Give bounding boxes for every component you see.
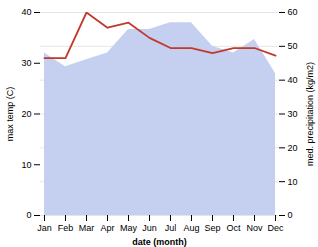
svg-text:Jan: Jan [37,223,52,233]
svg-text:med. precipitation (kg/m2): med. precipitation (kg/m2) [305,62,315,166]
svg-text:10: 10 [21,160,31,170]
svg-text:Dec: Dec [267,223,284,233]
svg-text:May: May [120,223,138,233]
svg-text:Mar: Mar [79,223,95,233]
svg-text:50: 50 [288,41,298,51]
svg-text:20: 20 [288,143,298,153]
svg-text:Jul: Jul [165,223,177,233]
svg-text:Jun: Jun [142,223,157,233]
svg-text:Apr: Apr [100,223,114,233]
svg-text:10: 10 [288,177,298,187]
svg-text:0: 0 [288,210,293,220]
svg-text:Sep: Sep [204,223,220,233]
svg-text:Nov: Nov [246,223,263,233]
svg-text:Oct: Oct [226,223,241,233]
svg-text:30: 30 [21,58,31,68]
svg-text:Aug: Aug [183,223,199,233]
svg-text:60: 60 [288,7,298,17]
svg-text:max temp (C): max temp (C) [5,87,15,142]
svg-text:40: 40 [21,7,31,17]
svg-text:30: 30 [288,109,298,119]
svg-text:20: 20 [21,109,31,119]
svg-text:0: 0 [26,210,31,220]
svg-text:40: 40 [288,75,298,85]
svg-text:date (month): date (month) [132,237,187,247]
svg-text:Feb: Feb [58,223,74,233]
